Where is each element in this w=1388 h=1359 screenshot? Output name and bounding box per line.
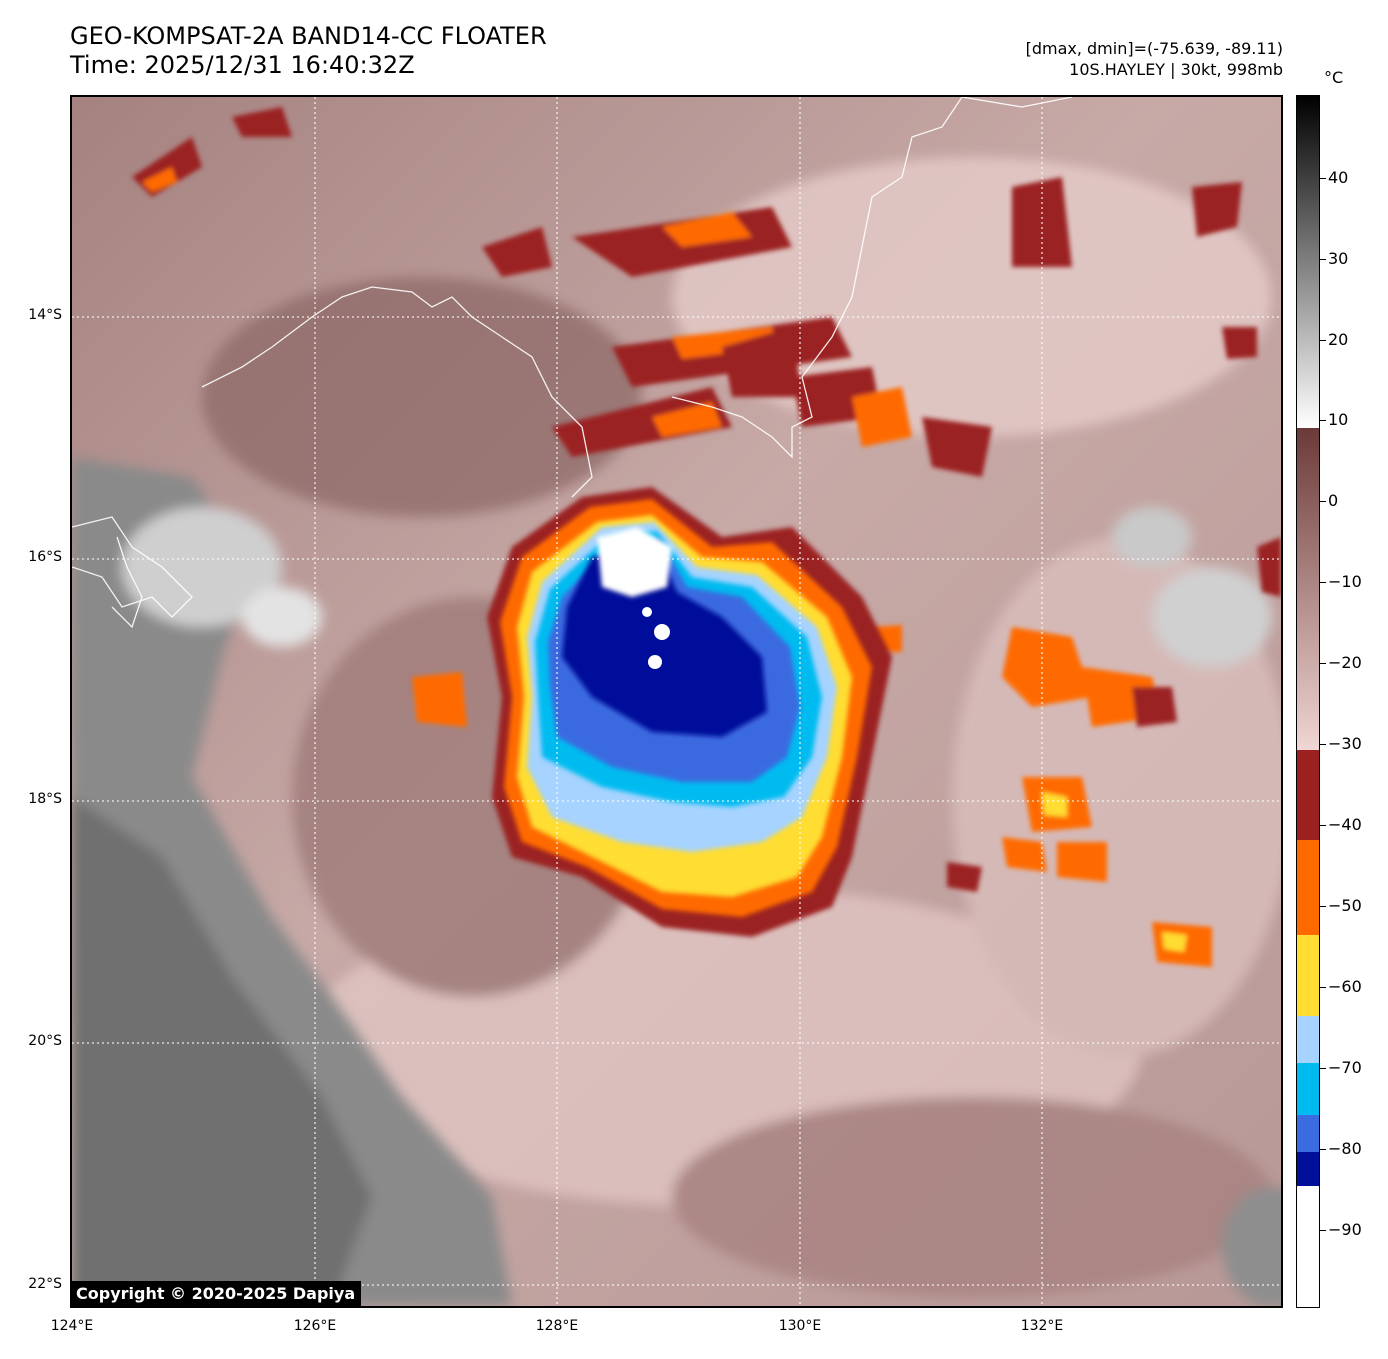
colorbar-tick	[1320, 420, 1326, 421]
lat-label-18s: 18°S	[28, 791, 62, 807]
lat-label-16s: 16°S	[28, 549, 62, 565]
colorbar-unit: °C	[1324, 68, 1344, 87]
colorbar-tick	[1320, 825, 1326, 826]
colorbar-label: −50	[1328, 896, 1362, 915]
lon-label-128e: 128°E	[535, 1318, 579, 1334]
lon-label-126e: 126°E	[293, 1318, 337, 1334]
storm-info: [dmax, dmin]=(-75.639, -89.11) 10S.HAYLE…	[1026, 38, 1283, 80]
colorbar-label: 10	[1328, 410, 1349, 429]
satellite-map	[70, 95, 1283, 1308]
coastline	[72, 97, 1073, 629]
colorbar-tick	[1320, 501, 1326, 502]
colorbar-label: −10	[1328, 572, 1362, 591]
lat-label-14s: 14°S	[28, 307, 62, 323]
colorbar-label: 0	[1328, 491, 1339, 510]
colorbar-tick	[1320, 1230, 1326, 1231]
colorbar-tick	[1320, 1149, 1326, 1150]
title-line: GEO-KOMPSAT-2A BAND14-CC FLOATER	[70, 22, 547, 50]
time-line: Time: 2025/12/31 16:40:32Z	[70, 51, 415, 79]
colorbar-tick	[1320, 340, 1326, 341]
low-cloud-texture	[202, 157, 1281, 1297]
colorbar-label: 30	[1328, 249, 1349, 268]
colorbar-tick	[1320, 663, 1326, 664]
colorbar-tick	[1320, 744, 1326, 745]
colorbar-label: −90	[1328, 1220, 1362, 1239]
colorbar-label: −80	[1328, 1139, 1362, 1158]
map-title: GEO-KOMPSAT-2A BAND14-CC FLOATER Time: 2…	[70, 22, 547, 80]
colorbar-tick	[1320, 987, 1326, 988]
colorbar-label: −30	[1328, 734, 1362, 753]
ir-imagery	[72, 97, 1281, 1306]
colorbar-tick	[1320, 906, 1326, 907]
colorbar-label: −70	[1328, 1058, 1362, 1077]
lon-label-132e: 132°E	[1020, 1318, 1064, 1334]
range-text: [dmax, dmin]=(-75.639, -89.11)	[1025, 39, 1283, 58]
colorbar-tick	[1320, 582, 1326, 583]
lon-label-130e: 130°E	[778, 1318, 822, 1334]
colorbar-tick	[1320, 259, 1326, 260]
colorbar-tick	[1320, 178, 1326, 179]
northern-convection	[132, 107, 1281, 967]
colorbar-label: 40	[1328, 168, 1349, 187]
central-dense-overcast	[487, 487, 892, 937]
colorbar	[1296, 95, 1320, 1308]
storm-text: 10S.HAYLEY | 30kt, 998mb	[1069, 60, 1283, 79]
colorbar-label: −20	[1328, 653, 1362, 672]
colorbar-tick	[1320, 1068, 1326, 1069]
colorbar-label: −60	[1328, 977, 1362, 996]
lon-label-124e: 124°E	[50, 1318, 94, 1334]
western-gray-field	[72, 457, 1281, 1306]
colorbar-gradient	[1297, 96, 1319, 1307]
copyright-label: Copyright © 2020-2025 Dapiya	[71, 1281, 362, 1306]
lat-label-20s: 20°S	[28, 1033, 62, 1049]
lat-label-22s: 22°S	[28, 1276, 62, 1292]
colorbar-label: 20	[1328, 330, 1349, 349]
colorbar-label: −40	[1328, 815, 1362, 834]
